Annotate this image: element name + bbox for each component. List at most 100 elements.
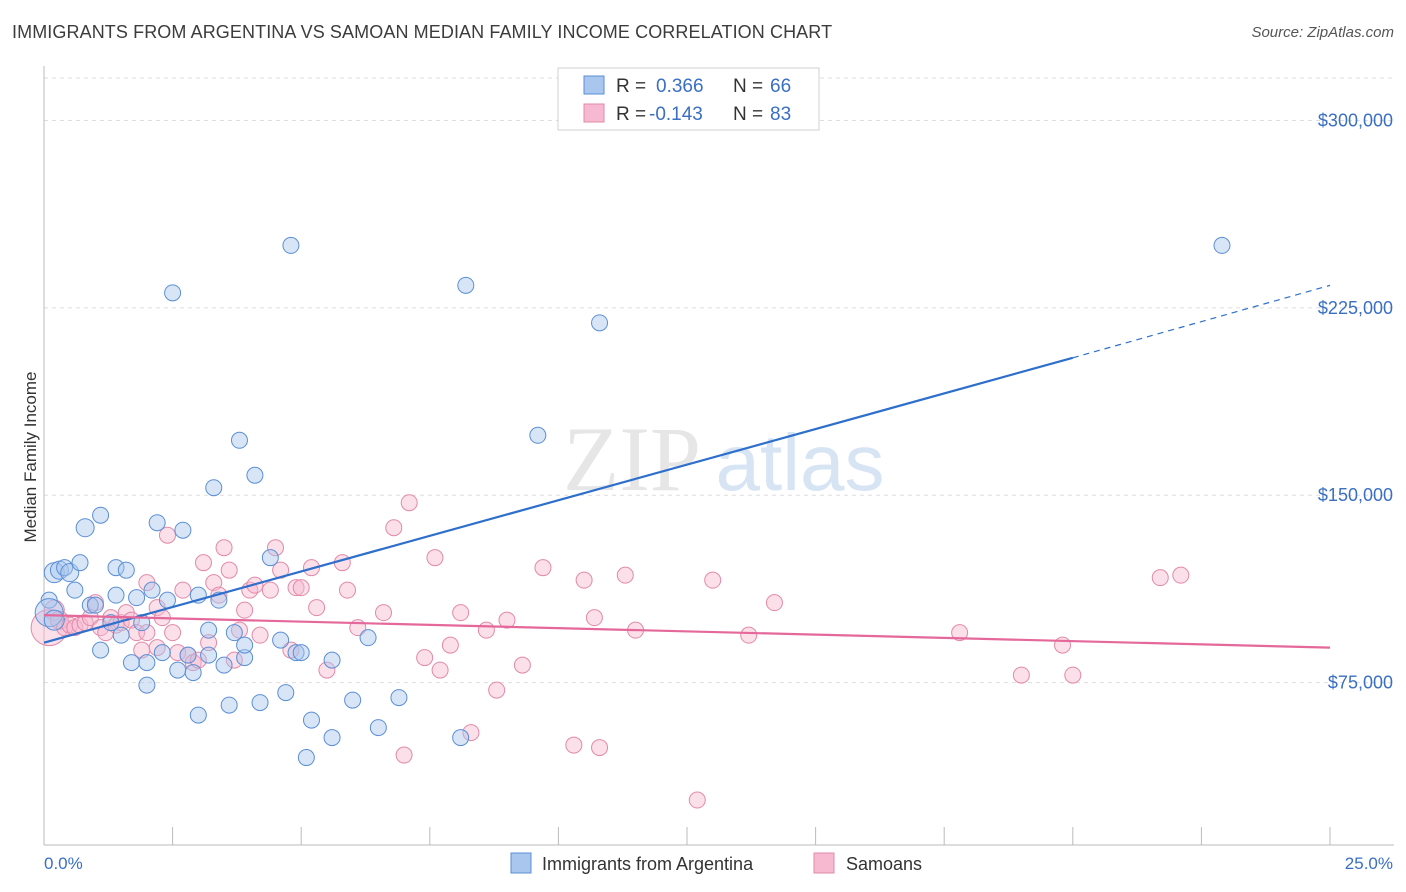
samoans-point: [148, 639, 166, 657]
samoans-point: [1064, 666, 1082, 684]
samoans-point: [585, 609, 603, 627]
samoans-point: [164, 624, 182, 642]
argentina-trend-line: [43, 356, 1074, 644]
samoans-point: [591, 739, 609, 757]
samoans-point: [488, 681, 506, 699]
samoans-point: [338, 581, 356, 599]
argentina-point: [169, 661, 187, 679]
samoans-point: [477, 621, 495, 639]
legend-r-value-blue: 0.366: [656, 76, 704, 97]
argentina-point: [323, 729, 341, 747]
samoans-points: [30, 494, 1190, 809]
samoans-point: [158, 526, 176, 544]
samoans-point: [400, 494, 418, 512]
argentina-point: [251, 694, 269, 712]
argentina-point: [277, 684, 295, 702]
argentina-point: [246, 466, 264, 484]
samoans-point: [220, 561, 238, 579]
samoans-point: [565, 736, 583, 754]
argentina-point: [92, 641, 110, 659]
argentina-point: [174, 521, 192, 539]
argentina-point: [215, 656, 233, 674]
samoans-point: [318, 661, 336, 679]
y-tick-label: $75,000: [1328, 673, 1393, 693]
argentina-point: [302, 711, 320, 729]
argentina-point: [158, 591, 176, 609]
argentina-point: [236, 636, 254, 654]
argentina-point: [75, 518, 95, 538]
argentina-point: [128, 589, 146, 607]
argentina-point: [344, 691, 362, 709]
samoans-point: [138, 624, 156, 642]
y-tick-label: $300,000: [1318, 110, 1393, 130]
argentina-point: [230, 431, 248, 449]
argentina-point: [92, 506, 110, 524]
samoans-point: [740, 626, 758, 644]
argentina-point: [122, 654, 140, 672]
samoans-point: [452, 604, 470, 622]
argentina-point: [138, 676, 156, 694]
argentina-points: [34, 236, 1231, 767]
samoans-point: [462, 724, 480, 742]
argentina-point: [359, 629, 377, 647]
samoans-point: [385, 519, 403, 537]
argentina-point: [43, 609, 65, 631]
argentina-point: [452, 729, 470, 747]
argentina-point: [138, 654, 156, 672]
argentina-point: [390, 689, 408, 707]
series-legend: Immigrants from Argentina Samoans: [510, 852, 922, 874]
argentina-point: [153, 644, 171, 662]
argentina-point: [107, 586, 125, 604]
samoans-point: [616, 566, 634, 584]
chart-source: Source: ZipAtlas.com: [1251, 24, 1394, 41]
samoans-point: [951, 624, 969, 642]
samoans-point: [169, 644, 187, 662]
argentina-point: [148, 514, 166, 532]
legend-label-argentina: Immigrants from Argentina: [542, 854, 754, 874]
argentina-point: [457, 276, 475, 294]
samoans-point: [688, 791, 706, 809]
legend-label-samoans: Samoans: [846, 854, 922, 874]
argentina-point: [282, 236, 300, 254]
legend-r-label-pink: R =: [616, 104, 646, 125]
samoans-point: [292, 579, 310, 597]
y-axis-label: Median Family Income: [21, 371, 40, 542]
samoans-point: [375, 604, 393, 622]
argentina-point: [323, 651, 341, 669]
samoans-point: [236, 601, 254, 619]
samoans-point: [194, 554, 212, 572]
x-tick-label-max: 25.0%: [1345, 854, 1393, 873]
argentina-point: [287, 644, 305, 662]
samoans-point: [251, 626, 269, 644]
samoans-point: [225, 651, 243, 669]
argentina-point: [40, 591, 58, 609]
argentina-point: [200, 621, 218, 639]
argentina-point: [117, 561, 135, 579]
trend-lines: [43, 284, 1331, 649]
legend-r-label-blue: R =: [616, 76, 646, 97]
argentina-point: [86, 596, 104, 614]
argentina-point: [272, 631, 290, 649]
samoans-point: [174, 581, 192, 599]
watermark: ZIP atlas: [563, 408, 884, 510]
chart-title: IMMIGRANTS FROM ARGENTINA VS SAMOAN MEDI…: [12, 22, 833, 42]
legend-swatch-pink: [583, 103, 605, 123]
samoans-point: [1151, 569, 1169, 587]
argentina-point: [369, 719, 387, 737]
y-tick-labels: $75,000 $150,000 $225,000 $300,000: [1318, 110, 1393, 692]
x-tick-label-min: 0.0%: [44, 854, 83, 873]
legend-n-value-blue: 66: [770, 76, 791, 97]
samoans-point: [534, 559, 552, 577]
samoans-point: [266, 539, 284, 557]
watermark-zip: ZIP: [563, 408, 701, 510]
legend-swatch-blue: [583, 75, 605, 95]
samoans-point: [765, 594, 783, 612]
legend-n-value-pink: 83: [770, 104, 791, 125]
argentina-point: [225, 624, 243, 642]
samoans-point: [431, 661, 449, 679]
samoans-trend-line: [43, 614, 1331, 649]
samoans-point: [441, 636, 459, 654]
samoans-point: [205, 574, 223, 592]
argentina-point: [297, 749, 315, 767]
argentina-point: [189, 706, 207, 724]
